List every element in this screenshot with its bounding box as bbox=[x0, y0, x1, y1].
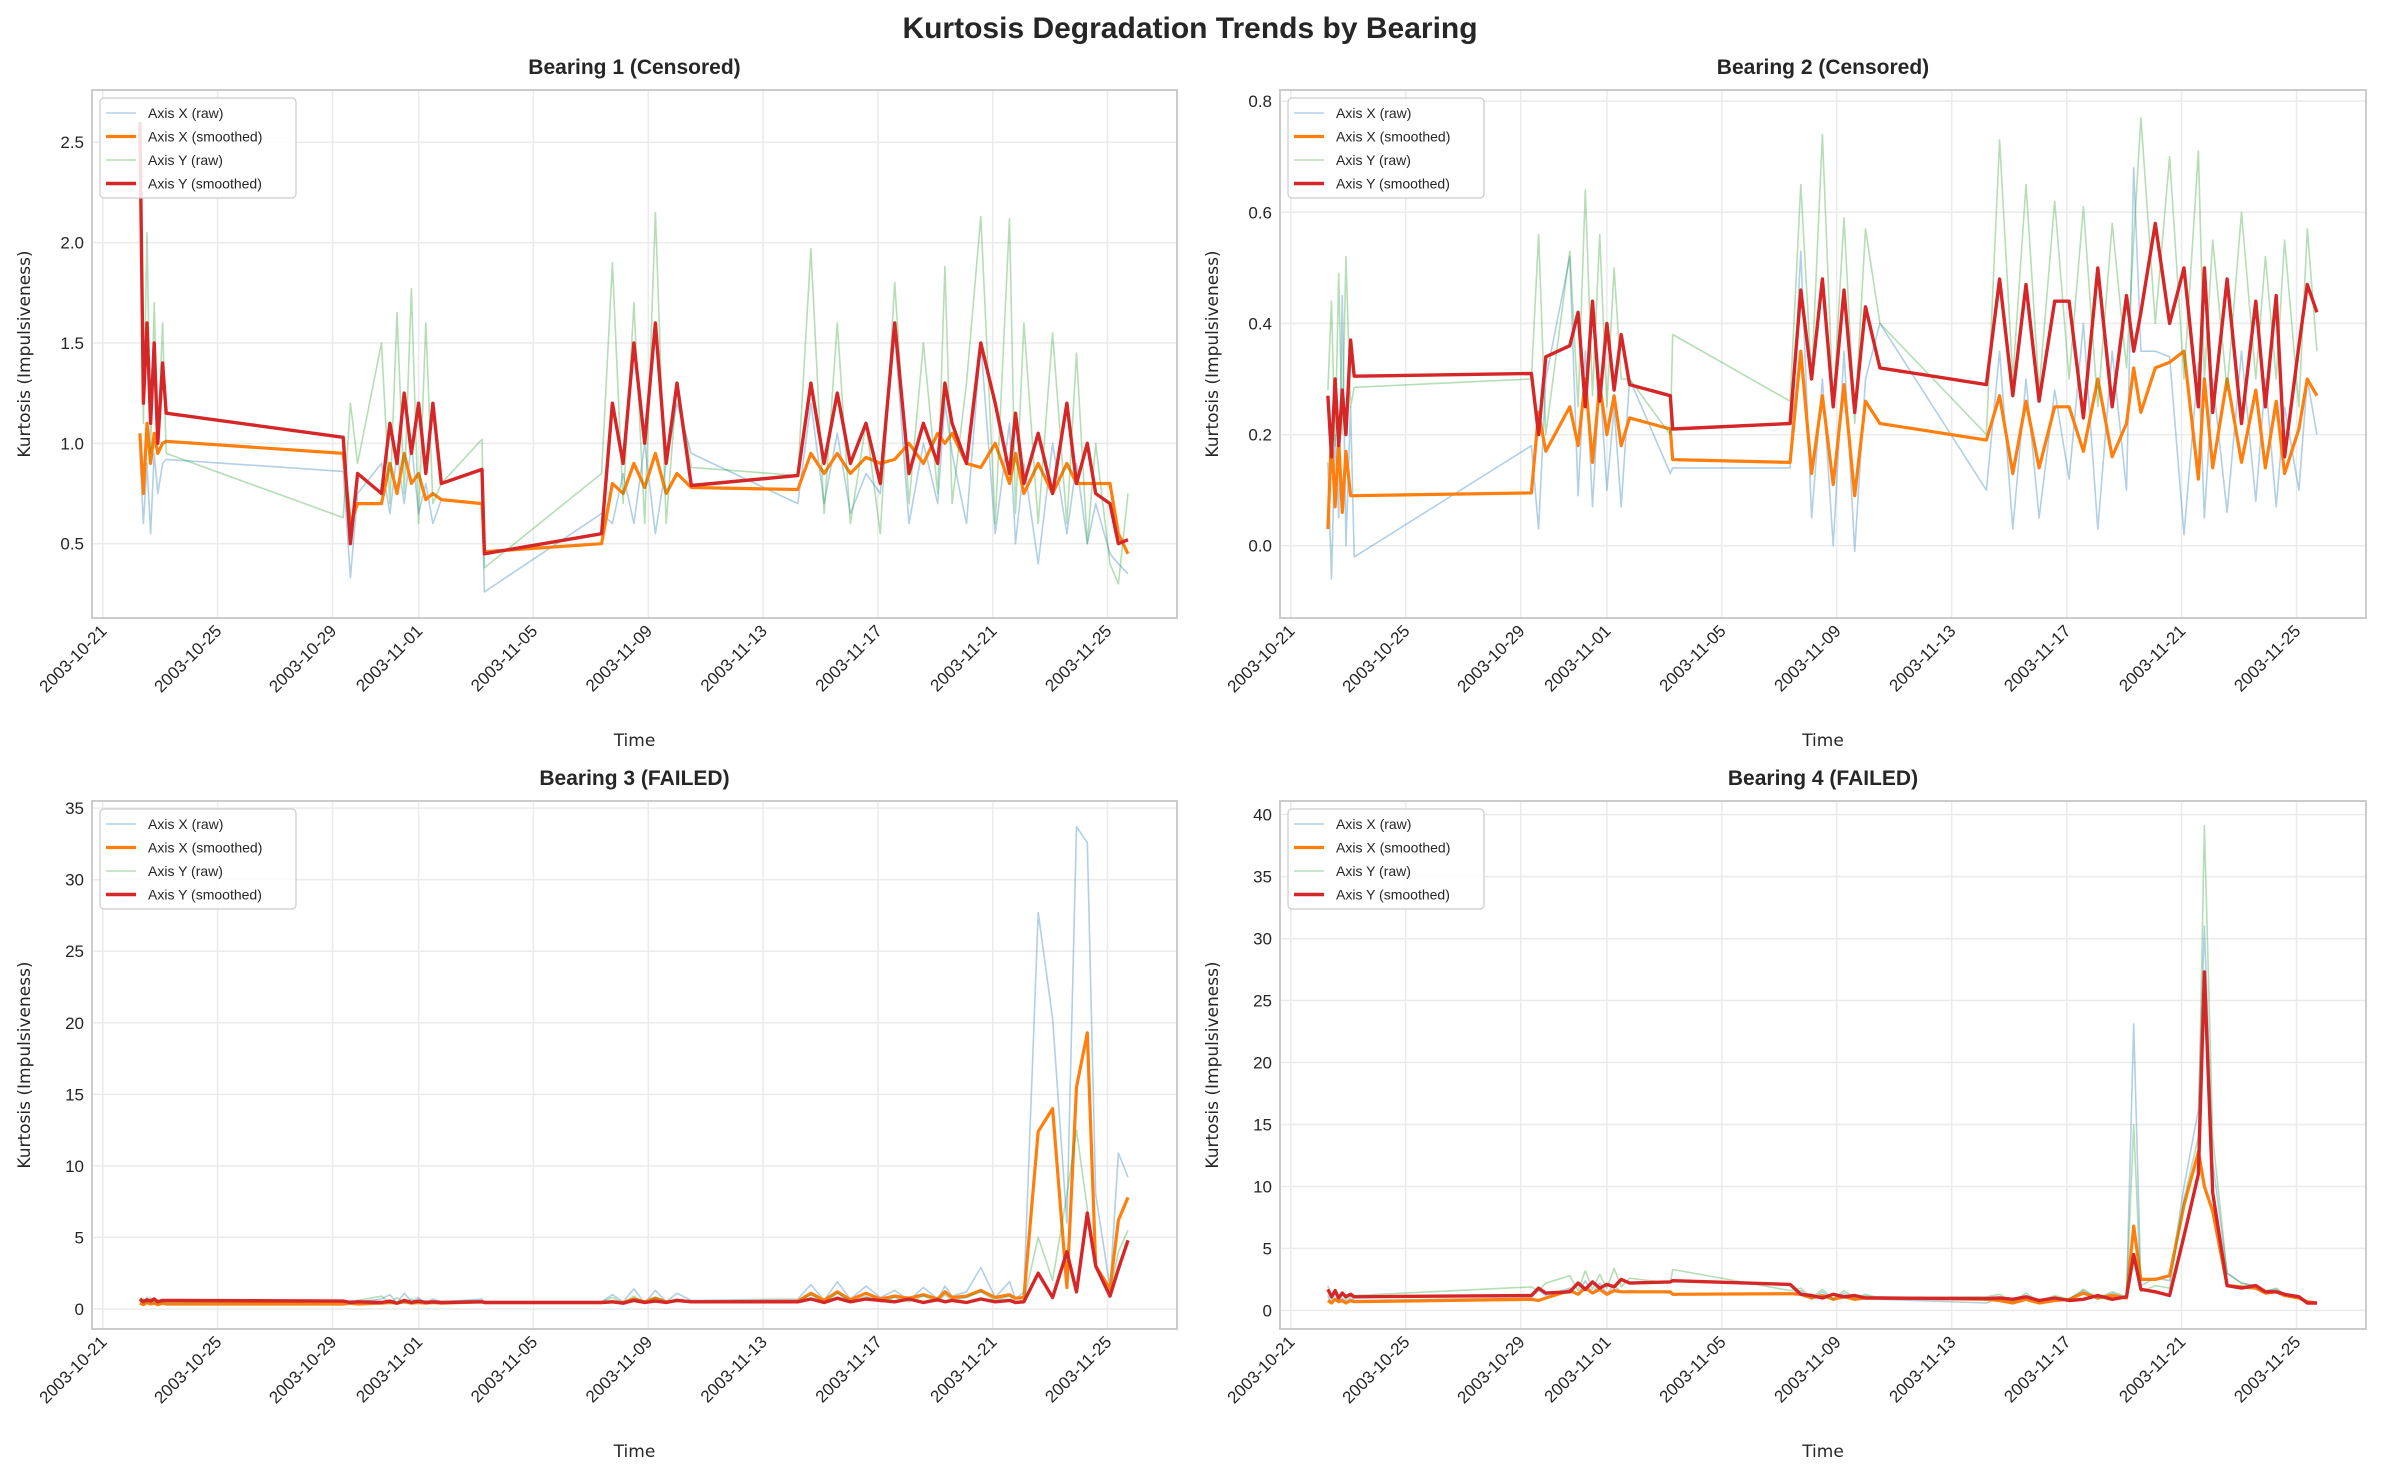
y-axis-label: Kurtosis (Impulsiveness) bbox=[15, 250, 35, 457]
y-tick-label: 1.5 bbox=[60, 334, 84, 353]
y-tick-label: 25 bbox=[65, 942, 84, 961]
legend: Axis X (raw) Axis X (smoothed) Axis Y (raw… bbox=[1287, 97, 1485, 199]
subplot-title: Bearing 1 (Censored) bbox=[528, 56, 740, 79]
legend-label: Axis X (raw) bbox=[1336, 816, 1411, 832]
y-tick-label: 25 bbox=[1253, 992, 1272, 1011]
axes-frame bbox=[91, 800, 1178, 1330]
y-tick-label: 0.4 bbox=[1248, 314, 1272, 333]
legend-label: Axis Y (raw) bbox=[148, 863, 223, 879]
y-tick-label: 10 bbox=[65, 1157, 84, 1176]
y-tick-label: 20 bbox=[65, 1014, 84, 1033]
axes-frame bbox=[1279, 89, 2367, 619]
legend-label: Axis Y (raw) bbox=[1336, 152, 1411, 168]
series-line-axis-x-raw bbox=[139, 332, 1129, 593]
series-line-axis-y-smoothed bbox=[1326, 970, 2317, 1305]
y-tick-label: 15 bbox=[1253, 1115, 1272, 1134]
x-axis-label: Time bbox=[1801, 1442, 1844, 1462]
y-tick-label: 30 bbox=[1253, 930, 1272, 949]
subplot-title: Bearing 3 (FAILED) bbox=[539, 767, 729, 790]
x-axis-label: Time bbox=[613, 731, 656, 751]
legend-label: Axis X (raw) bbox=[148, 816, 223, 832]
series-group bbox=[138, 122, 1130, 593]
legend-label: Axis Y (smoothed) bbox=[148, 176, 262, 192]
legend-label: Axis X (smoothed) bbox=[1336, 840, 1450, 856]
legend-label: Axis X (raw) bbox=[1336, 105, 1411, 121]
x-axis-label: Time bbox=[613, 1442, 656, 1462]
figure-title: Kurtosis Degradation Trends by Bearing bbox=[902, 12, 1477, 45]
legend-box bbox=[1287, 97, 1485, 199]
legend: Axis X (raw) Axis X (smoothed) Axis Y (raw… bbox=[1287, 808, 1485, 910]
legend-label: Axis X (smoothed) bbox=[148, 129, 262, 145]
axes-frame bbox=[91, 89, 1178, 619]
legend-label: Axis X (smoothed) bbox=[148, 840, 262, 856]
y-tick-label: 0 bbox=[1263, 1301, 1272, 1320]
legend-label: Axis Y (smoothed) bbox=[1336, 887, 1450, 903]
legend-label: Axis Y (smoothed) bbox=[148, 887, 262, 903]
legend-box bbox=[1287, 808, 1485, 910]
legend-box bbox=[99, 808, 297, 910]
y-tick-label: 0.6 bbox=[1248, 203, 1272, 222]
series-line-axis-x-raw bbox=[1327, 167, 2318, 580]
series-line-axis-y-smoothed bbox=[1326, 221, 2319, 459]
legend-box bbox=[99, 97, 297, 199]
y-axis-label: Kurtosis (Impulsiveness) bbox=[1203, 250, 1223, 457]
legend-label: Axis X (smoothed) bbox=[1336, 129, 1450, 145]
series-line-axis-y-smoothed bbox=[138, 1211, 1130, 1305]
y-tick-label: 5 bbox=[1263, 1239, 1272, 1258]
series-line-axis-y-raw bbox=[1327, 824, 2317, 1304]
axes-frame bbox=[1279, 800, 2367, 1330]
legend-label: Axis Y (raw) bbox=[1336, 863, 1411, 879]
series-group bbox=[138, 825, 1130, 1307]
y-tick-label: 35 bbox=[1253, 868, 1272, 887]
y-tick-label: 30 bbox=[65, 871, 84, 890]
legend-label: Axis X (raw) bbox=[148, 105, 223, 121]
y-tick-label: 2.5 bbox=[60, 133, 84, 152]
y-tick-label: 15 bbox=[65, 1085, 84, 1104]
legend-label: Axis Y (smoothed) bbox=[1336, 176, 1450, 192]
legend: Axis X (raw) Axis X (smoothed) Axis Y (raw… bbox=[99, 808, 297, 910]
series-line-axis-x-smoothed bbox=[1326, 349, 2319, 530]
y-tick-label: 20 bbox=[1253, 1054, 1272, 1073]
y-tick-label: 0.0 bbox=[1248, 537, 1272, 556]
y-tick-label: 35 bbox=[65, 799, 84, 818]
x-axis-label: Time bbox=[1801, 731, 1844, 751]
y-tick-label: 2.0 bbox=[60, 234, 84, 253]
legend: Axis X (raw) Axis X (smoothed) Axis Y (raw… bbox=[99, 97, 297, 199]
series-group bbox=[1326, 117, 2319, 580]
subplot-title: Bearing 4 (FAILED) bbox=[1728, 767, 1918, 790]
y-tick-label: 0 bbox=[75, 1300, 84, 1319]
y-tick-label: 0.2 bbox=[1248, 426, 1272, 445]
y-tick-label: 0.5 bbox=[60, 535, 84, 554]
y-tick-label: 0.8 bbox=[1248, 92, 1272, 111]
subplot-title: Bearing 2 (Censored) bbox=[1717, 56, 1929, 79]
y-tick-label: 10 bbox=[1253, 1177, 1272, 1196]
y-axis-label: Kurtosis (Impulsiveness) bbox=[15, 961, 35, 1168]
y-tick-label: 1.0 bbox=[60, 434, 84, 453]
y-axis-label: Kurtosis (Impulsiveness) bbox=[1203, 961, 1223, 1168]
legend-label: Axis Y (raw) bbox=[148, 152, 223, 168]
y-tick-label: 5 bbox=[75, 1228, 84, 1247]
series-group bbox=[1326, 824, 2318, 1305]
y-tick-label: 40 bbox=[1253, 806, 1272, 825]
series-line-axis-y-smoothed bbox=[138, 122, 1129, 556]
